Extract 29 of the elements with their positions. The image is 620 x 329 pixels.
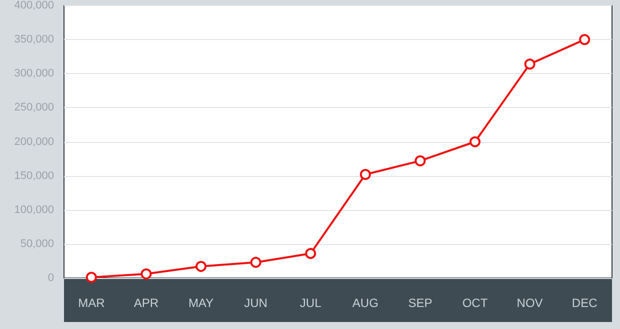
x-tick-label: NOV [516,296,543,310]
x-tick-label: APR [134,296,159,310]
x-tick-label: MAY [188,296,214,310]
y-tick-label: 0 [48,272,54,284]
y-tick-label: 100,000 [14,204,54,216]
point [250,256,262,268]
x-tick-label: JUN [244,296,268,310]
point [579,34,590,46]
y-tick-label: 250,000 [14,102,54,114]
point [360,168,371,180]
point [86,272,97,283]
x-tick-label: AUG [352,296,378,310]
y-tick-label: 200,000 [14,136,54,148]
point [470,136,480,148]
point [305,248,316,259]
y-tick-label: 350,000 [14,34,54,46]
point [196,260,206,272]
y-tick-label: 50,000 [20,238,54,250]
x-tick-label: MAR [78,296,106,310]
y-tick-label: 400,000 [14,0,54,12]
y-tick-label: 150,000 [14,170,54,182]
y-tick-label: 300,000 [14,68,54,80]
point [140,268,152,280]
x-tick-label: DEC [572,296,598,310]
point [414,155,426,166]
x-tick-label: SEP [408,296,432,310]
x-tick-label: JUL [300,296,322,310]
point [524,58,536,70]
x-tick-label: OCT [462,296,488,310]
